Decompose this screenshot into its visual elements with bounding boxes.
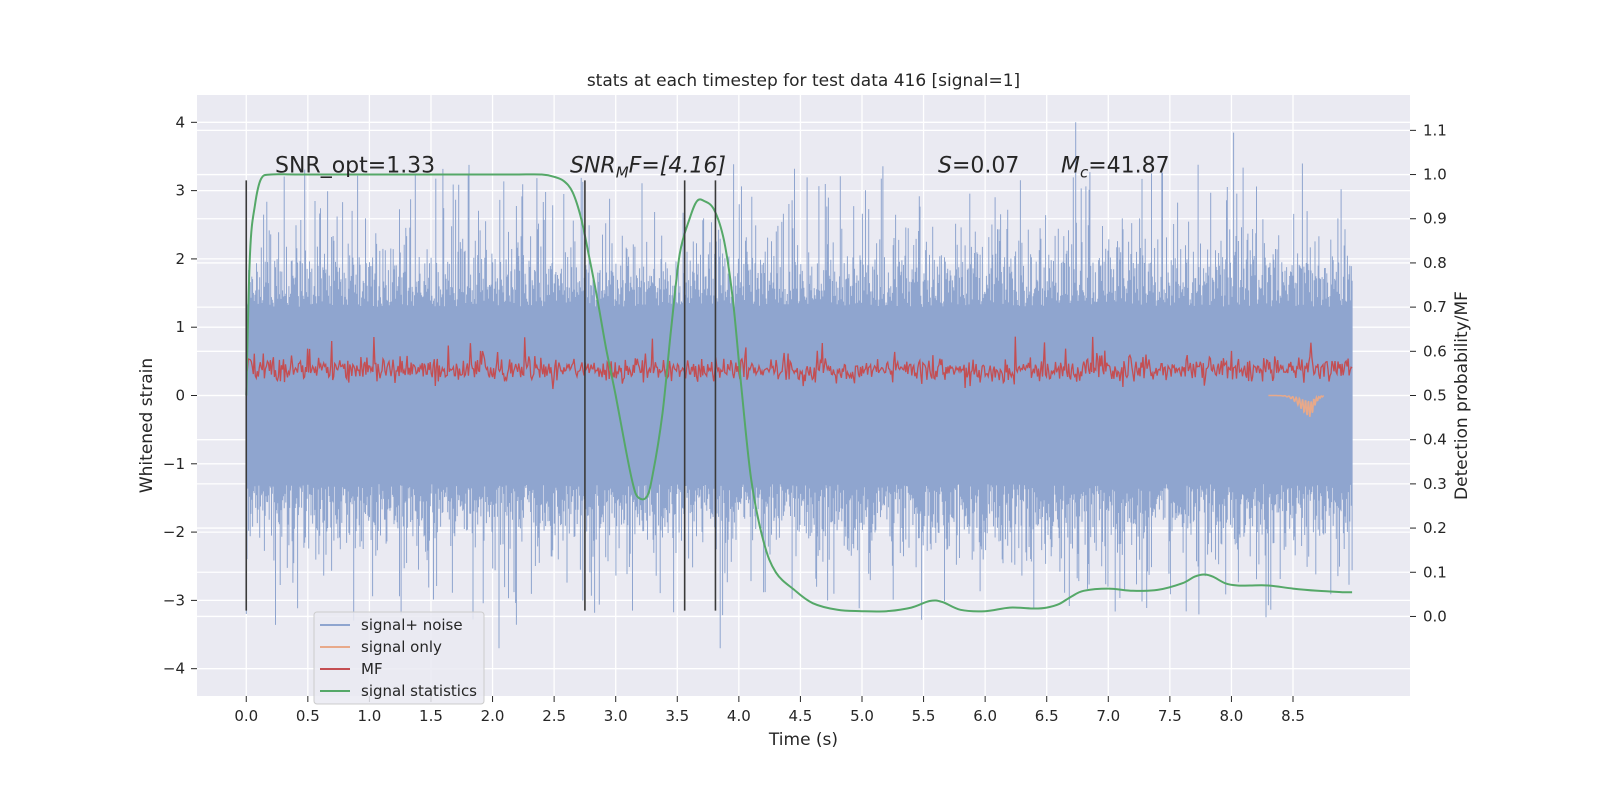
x-tick-label-5: 2.5 — [542, 707, 566, 725]
legend-label-signal-statistics: signal statistics — [361, 682, 477, 700]
y-axis-ticks: 4 3 2 1 0 −1 −2 −3 −4 — [163, 113, 197, 678]
x-tick-label-7: 3.5 — [665, 707, 689, 725]
legend-label-signal-only: signal only — [361, 638, 442, 656]
x-tick-label-12: 6.0 — [973, 707, 997, 725]
y-axis-label: Whitened strain — [137, 358, 157, 493]
vertical-markers — [245, 180, 717, 611]
x-tick-label-14: 7.0 — [1096, 707, 1120, 725]
y-tick-label-5: −1 — [163, 455, 185, 473]
series-mf — [245, 336, 1353, 390]
x-tick-label-0: 0.0 — [234, 707, 258, 725]
x-tick-label-9: 4.5 — [788, 707, 812, 725]
y-tick-label-7: −3 — [163, 591, 185, 609]
legend-label-mf: MF — [361, 660, 383, 678]
y2-tick-label-5: 0.6 — [1423, 342, 1447, 360]
x-tick-label-13: 6.5 — [1035, 707, 1059, 725]
y2-tick-label-9: 0.2 — [1423, 519, 1447, 537]
series-signal-only — [1268, 394, 1324, 417]
y2-axis-ticks: 1.1 1.0 0.9 0.8 0.7 0.6 0.5 0.4 0.3 0.2 0.1 0.0 — [1410, 121, 1447, 625]
y-tick-label-4: 0 — [175, 387, 185, 405]
y2-tick-label-2: 0.9 — [1423, 210, 1447, 228]
x-tick-label-11: 5.5 — [912, 707, 936, 725]
annotation-snr-mf: SNRMF=[4.16] — [570, 154, 726, 182]
series-signal-noise — [245, 122, 1353, 649]
y-tick-label-1: 3 — [175, 182, 185, 200]
annotation-snr-opt: SNR_opt=1.33 — [275, 154, 435, 179]
x-tick-label-8: 4.0 — [727, 707, 751, 725]
y2-tick-label-0: 1.1 — [1423, 121, 1447, 139]
y-tick-label-0: 4 — [175, 113, 185, 131]
y2-tick-label-4: 0.7 — [1423, 298, 1447, 316]
x-tick-label-4: 2.0 — [481, 707, 505, 725]
y-tick-label-2: 2 — [175, 250, 185, 268]
annotation-mc: Mc=41.87 — [1061, 154, 1170, 182]
y2-tick-label-6: 0.5 — [1423, 387, 1447, 405]
annotation-s: S=0.07 — [938, 154, 1019, 179]
x-tick-label-10: 5.0 — [850, 707, 874, 725]
signal-trace — [1268, 394, 1324, 417]
series-signal-statistics — [245, 173, 1353, 613]
y2-tick-label-3: 0.8 — [1423, 254, 1447, 272]
x-tick-label-6: 3.0 — [604, 707, 628, 725]
x-tick-label-16: 8.0 — [1220, 707, 1244, 725]
x-axis-label: Time (s) — [768, 730, 838, 750]
legend: signal+ noise signal only MF signal stat… — [313, 611, 485, 705]
y2-tick-label-11: 0.0 — [1423, 607, 1447, 625]
x-tick-label-17: 8.5 — [1281, 707, 1305, 725]
mf-trace — [245, 336, 1353, 390]
y-tick-label-3: 1 — [175, 318, 185, 336]
x-tick-label-15: 7.5 — [1158, 707, 1182, 725]
y2-tick-label-1: 1.0 — [1423, 166, 1447, 184]
y2-tick-label-8: 0.3 — [1423, 475, 1447, 493]
x-tick-label-3: 1.5 — [419, 707, 443, 725]
x-tick-label-1: 0.5 — [296, 707, 320, 725]
x-tick-label-2: 1.0 — [357, 707, 381, 725]
legend-box — [313, 611, 485, 705]
chart-title: stats at each timestep for test data 416… — [587, 71, 1020, 91]
y2-tick-label-10: 0.1 — [1423, 563, 1447, 581]
x-axis-ticks: 0.0 0.5 1.0 1.5 2.0 2.5 3.0 3.5 4.0 4.5 5.0 5.5 6.0 6… — [234, 696, 1305, 725]
y2-tick-label-7: 0.4 — [1423, 431, 1447, 449]
y-tick-label-6: −2 — [163, 523, 185, 541]
y2-axis-label: Detection probability/MF — [1452, 291, 1472, 500]
stat-trace — [245, 173, 1353, 613]
y-tick-label-8: −4 — [163, 660, 185, 678]
legend-label-signal-noise: signal+ noise — [361, 616, 463, 634]
